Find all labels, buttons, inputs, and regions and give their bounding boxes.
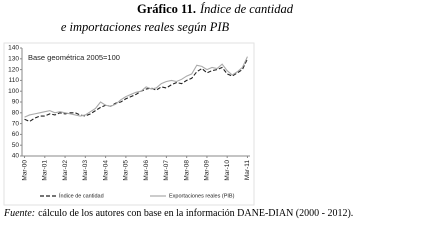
legend-label: Índice de cantidad	[59, 192, 104, 199]
x-tick-label: Mar-11	[244, 160, 251, 180]
legend-label: Exportaciones reales (PIB)	[169, 193, 235, 199]
y-tick-label: 120	[8, 66, 19, 73]
y-tick-label: 90	[12, 99, 20, 106]
title-number: Gráfico 11.	[137, 2, 196, 16]
chart-title: Gráfico 11. Índice de cantidad	[137, 2, 294, 16]
x-tick-label: Mar-04	[102, 160, 109, 181]
series-line	[24, 58, 248, 123]
page: Gráfico 11. Índice de cantidad e importac…	[3, 2, 353, 219]
x-tick-label: Mar-03	[82, 160, 89, 181]
x-tick-label: Mar-00	[21, 160, 28, 181]
chart-frame	[3, 42, 255, 206]
y-tick-label: 70	[12, 120, 20, 127]
chart: Gráfico 11. Índice de cantidad e importac…	[3, 2, 353, 219]
title-line: e importaciones reales según PIB	[61, 20, 230, 34]
source-text: cálculo de los autores con base en la in…	[38, 208, 353, 219]
annotation: Base geométrica 2005=100	[28, 53, 120, 62]
y-tick-label: 80	[12, 110, 20, 117]
y-tick-label: 140	[8, 45, 19, 52]
source: Fuente: cálculo de los autores con base e…	[3, 208, 353, 219]
series-line	[24, 56, 248, 118]
x-tick-label: Mar-10	[224, 160, 231, 181]
x-tick-label: Mar-09	[204, 160, 211, 181]
x-tick-label: Mar-08	[183, 160, 190, 181]
y-tick-label: 130	[8, 56, 19, 63]
x-tick-label: Mar-01	[42, 160, 49, 181]
title-line: Índice de cantidad	[199, 2, 294, 16]
y-tick-label: 50	[12, 142, 20, 149]
y-tick-label: 110	[9, 77, 20, 84]
x-tick-label: Mar-06	[143, 160, 150, 181]
x-tick-label: Mar-02	[62, 160, 69, 181]
source-label: Fuente:	[3, 208, 35, 219]
y-tick-label: 100	[8, 88, 19, 95]
y-tick-label: 40	[12, 153, 20, 160]
x-tick-label: Mar-07	[163, 160, 170, 181]
y-tick-label: 60	[12, 131, 20, 138]
x-tick-label: Mar-05	[123, 160, 130, 181]
